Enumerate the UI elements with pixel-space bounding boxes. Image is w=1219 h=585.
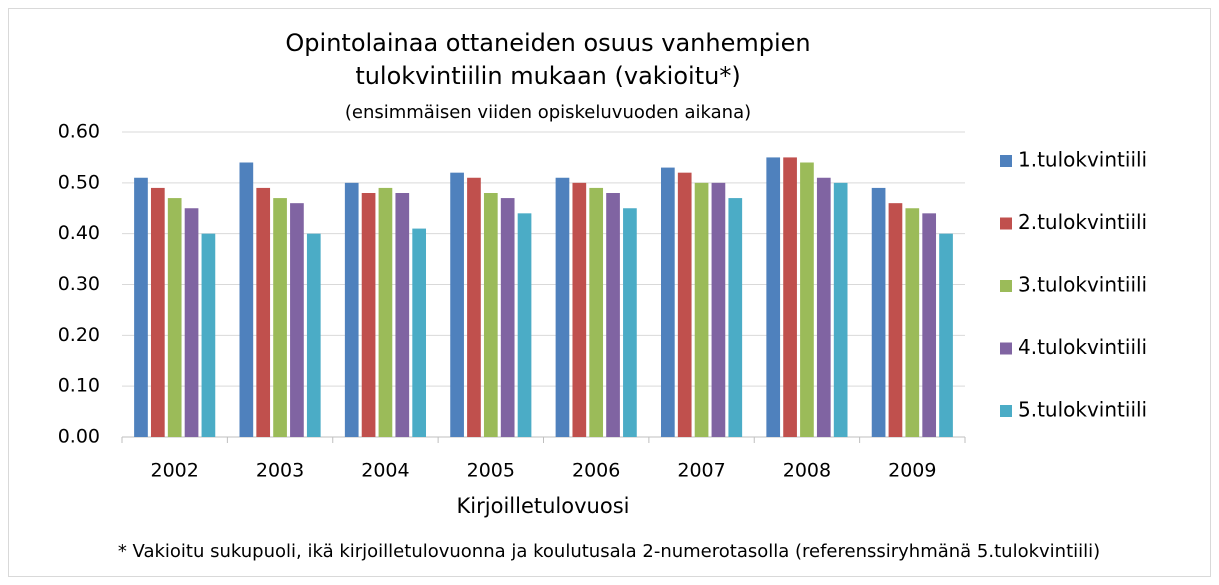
bar <box>555 177 570 437</box>
x-axis-label: Kirjoilletulovuosi <box>457 494 630 518</box>
bar <box>694 182 709 437</box>
y-tick-label: 0.10 <box>58 375 100 397</box>
bar <box>167 198 182 437</box>
bar <box>572 182 587 437</box>
x-tick-label: 2006 <box>572 460 620 482</box>
bar <box>500 198 515 437</box>
legend-swatch <box>1000 217 1012 230</box>
bar <box>378 187 393 437</box>
bar <box>766 157 781 437</box>
bar <box>273 198 287 437</box>
annotation: * Vakioitu sukupuoli, ikä kirjoilletulov… <box>118 541 1100 562</box>
legend-swatch <box>1000 342 1012 355</box>
bar <box>660 167 675 438</box>
bar <box>922 213 937 437</box>
legend-swatch <box>1000 155 1012 167</box>
bar <box>290 203 304 437</box>
x-tick-label: 2003 <box>256 460 304 482</box>
bar <box>589 187 604 437</box>
legend-label: 2.tulokvintiili <box>1018 210 1147 234</box>
bar <box>800 162 814 437</box>
y-tick-label: 0.40 <box>58 222 100 244</box>
bar <box>728 198 743 437</box>
x-tick-label: 2005 <box>467 460 515 482</box>
bar <box>306 233 321 437</box>
bar <box>201 233 216 437</box>
legend-label: 1.tulokvintiili <box>1018 148 1147 172</box>
chart-subtitle: (ensimmäisen viiden opiskeluvuoden aikan… <box>345 102 751 123</box>
legend-swatch <box>1000 280 1012 292</box>
bar <box>256 187 271 437</box>
bar <box>517 213 532 437</box>
bar <box>905 208 920 437</box>
bar <box>134 177 148 437</box>
y-tick-label: 0.60 <box>58 121 100 143</box>
bar <box>939 233 953 437</box>
y-tick-label: 0.30 <box>58 273 100 295</box>
legend-label: 5.tulokvintiili <box>1018 398 1147 422</box>
bar <box>344 182 359 437</box>
x-tick-label: 2009 <box>888 460 936 482</box>
y-tick-label: 0.20 <box>58 324 100 346</box>
bar <box>871 187 886 437</box>
x-tick-label: 2007 <box>677 460 725 482</box>
bar <box>239 162 254 437</box>
bar <box>361 193 376 437</box>
legend-swatch <box>1000 405 1012 417</box>
y-tick-label: 0.50 <box>58 171 100 193</box>
bar <box>677 172 692 437</box>
bar <box>450 172 464 437</box>
legend-label: 3.tulokvintiili <box>1018 273 1147 297</box>
bar <box>816 177 831 437</box>
x-tick-label: 2008 <box>783 460 831 482</box>
bar <box>483 193 498 437</box>
x-tick-label: 2004 <box>361 460 409 482</box>
chart-title: Opintolainaa ottaneiden osuus vanhempien <box>285 29 810 57</box>
y-tick-label: 0.00 <box>58 426 100 448</box>
legend-label: 4.tulokvintiili <box>1018 335 1147 359</box>
bar <box>783 157 797 437</box>
bar <box>606 193 620 437</box>
chart-title: tulokvintiilin mukaan (vakioitu*) <box>355 62 740 90</box>
bar <box>184 208 199 437</box>
bar <box>412 228 427 437</box>
bar <box>623 208 637 437</box>
bar <box>833 182 848 437</box>
x-tick-label: 2002 <box>151 460 199 482</box>
bar <box>150 187 165 437</box>
bar <box>711 182 726 437</box>
bar <box>888 203 903 437</box>
bar <box>395 193 410 437</box>
bar <box>467 177 481 437</box>
